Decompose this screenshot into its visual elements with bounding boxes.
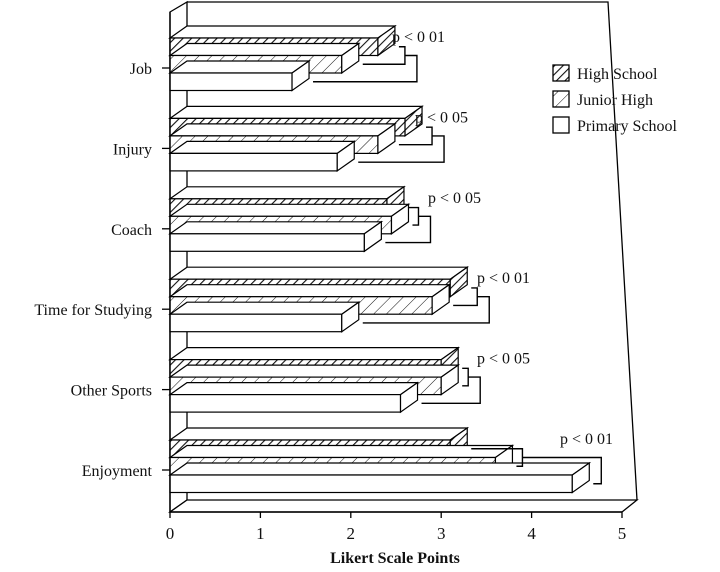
x-tick-label: 3 xyxy=(437,524,446,543)
significance-label: p < 0 05 xyxy=(428,190,481,207)
x-tick-label: 0 xyxy=(166,524,175,543)
significance-annotations: p < 0 01 p < 0 05 p < 0 05 p < 0 01 p < 0 05… xyxy=(313,29,613,485)
legend: High School Junior High Primary School xyxy=(552,64,678,135)
significance-label: p < 0 01 xyxy=(477,270,530,287)
category-label: Enjoyment xyxy=(82,463,153,480)
category-label: Other Sports xyxy=(71,383,152,400)
legend-label: Primary School xyxy=(577,118,678,135)
x-axis-title: Likert Scale Points xyxy=(330,550,460,567)
bar xyxy=(168,381,420,414)
bars xyxy=(168,24,592,494)
x-tick-label: 1 xyxy=(256,524,265,543)
significance-label: p < 0 05 xyxy=(477,351,530,368)
floor xyxy=(167,499,639,513)
category-label: Coach xyxy=(111,222,152,239)
x-tick-label: 2 xyxy=(347,524,356,543)
significance-bracket xyxy=(358,126,445,163)
bar xyxy=(168,301,361,333)
legend-label: High School xyxy=(577,66,658,83)
x-tick-label: 5 xyxy=(618,524,627,543)
category-label: Job xyxy=(130,61,152,78)
significance-bracket xyxy=(471,448,602,485)
bar xyxy=(168,140,357,173)
legend-label: Junior High xyxy=(577,92,653,109)
bar xyxy=(168,220,384,253)
significance-label: p < 0 01 xyxy=(560,431,613,448)
significance-bracket xyxy=(362,287,490,324)
legend-swatch xyxy=(552,64,570,82)
bar xyxy=(168,59,311,92)
category-label: Injury xyxy=(113,141,152,158)
legend-swatch xyxy=(552,90,570,108)
significance-bracket xyxy=(313,46,418,83)
axes: 0 1 2 3 4 5 Job Injury Coach Time for Studying Oth… xyxy=(34,12,626,543)
significance-bracket xyxy=(385,206,432,244)
bar xyxy=(168,461,592,494)
x-tick-label: 4 xyxy=(527,524,536,543)
legend-swatch xyxy=(552,116,570,134)
back-wall xyxy=(187,1,638,501)
significance-label: p < 0 05 xyxy=(415,109,468,126)
significance-label: p < 0 01 xyxy=(392,29,445,46)
significance-bracket xyxy=(421,367,481,405)
category-label: Time for Studying xyxy=(34,302,152,319)
